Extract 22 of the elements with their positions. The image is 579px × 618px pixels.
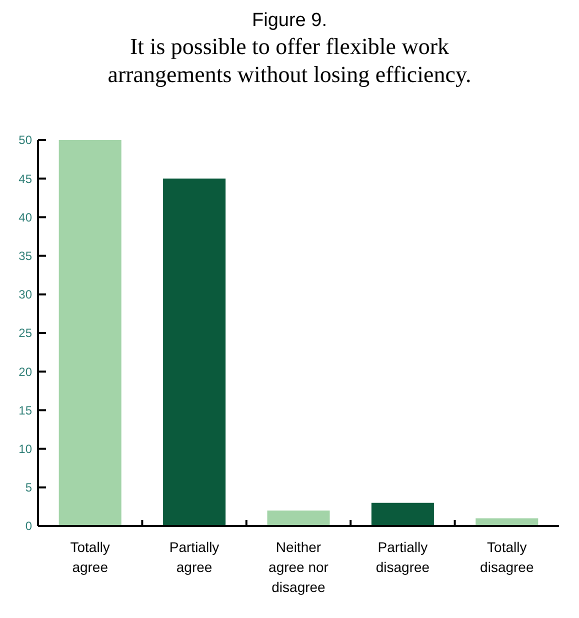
y-tick-label: 25	[18, 326, 32, 340]
y-tick-label: 50	[18, 133, 32, 148]
chart-title: Figure 9.	[252, 10, 327, 31]
x-tick-label: Partially agree	[169, 539, 220, 575]
y-tick-label: 30	[18, 288, 32, 302]
y-tick-label: 45	[18, 172, 32, 186]
bar	[267, 510, 330, 526]
bar	[58, 140, 122, 526]
y-tick-label: 15	[18, 403, 32, 418]
bar	[163, 178, 226, 526]
x-tick-label: Totally agree	[70, 539, 110, 575]
y-tick-label: 40	[18, 210, 32, 224]
chart-subtitle: It is possible to offer flexible work arrangements without losing efficiency.	[108, 34, 472, 87]
y-tick-label: 5	[25, 480, 32, 495]
x-tick-label: Partially disagree	[376, 539, 430, 575]
x-tick-label: Totally disagree	[480, 539, 534, 575]
bar	[371, 502, 434, 526]
y-tick-label: 0	[25, 519, 32, 534]
y-tick-label: 10	[18, 442, 32, 456]
y-tick-label: 20	[18, 364, 32, 379]
y-tick-label: 35	[18, 249, 32, 263]
x-tick-label: Neither agree nor disagree	[268, 539, 329, 595]
